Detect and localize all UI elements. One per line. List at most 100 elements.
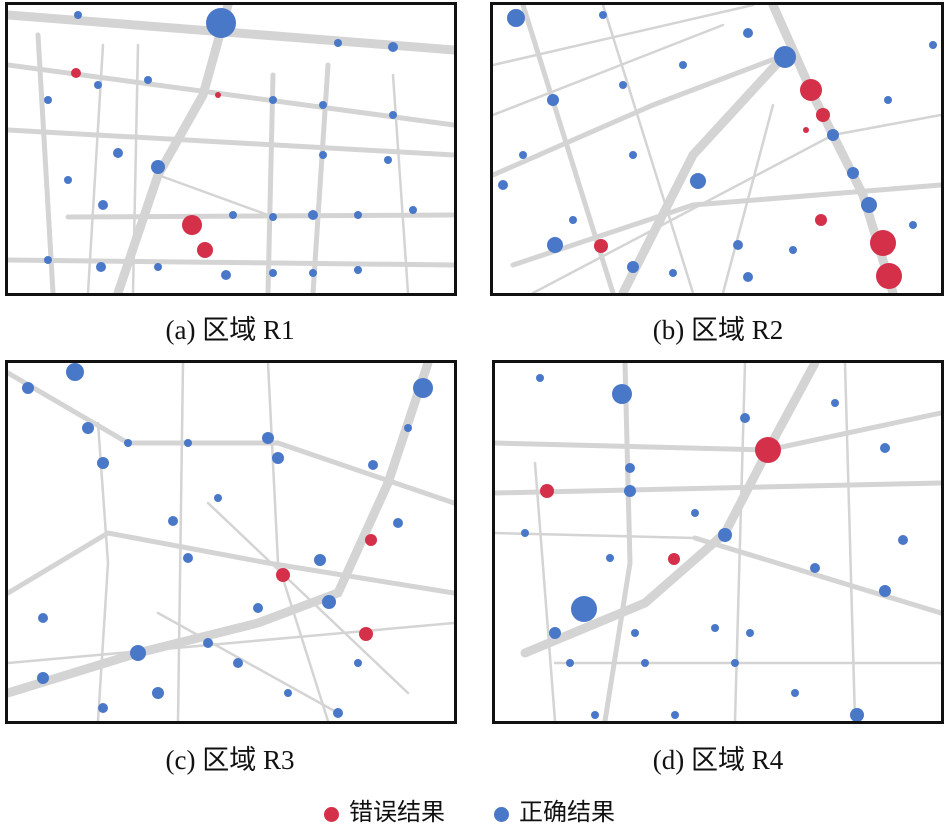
correct-dot [740, 413, 750, 423]
road-map [8, 363, 454, 721]
correct-dot [631, 629, 639, 637]
legend-swatch [324, 806, 339, 822]
correct-dot [98, 703, 108, 713]
correct-dot [113, 148, 123, 158]
correct-dot [731, 659, 739, 667]
correct-dot [393, 518, 403, 528]
wrong-dot [276, 568, 290, 582]
correct-dot [789, 246, 797, 254]
correct-dot [549, 627, 561, 639]
correct-dot [64, 176, 72, 184]
correct-dot [82, 422, 94, 434]
road [65, 212, 454, 220]
correct-dot [847, 167, 859, 179]
correct-dot [98, 200, 108, 210]
correct-dot [711, 624, 719, 632]
correct-dot [671, 711, 679, 719]
road [96, 421, 110, 721]
road [601, 5, 695, 293]
correct-dot [521, 529, 529, 537]
correct-dot [322, 595, 336, 609]
map-panel [5, 2, 457, 296]
correct-dot [151, 160, 165, 174]
correct-dot [898, 535, 908, 545]
road [156, 611, 340, 715]
road [493, 52, 788, 178]
dots [498, 9, 937, 289]
correct-dot [619, 81, 627, 89]
correct-dot [606, 554, 614, 562]
correct-dot [519, 151, 527, 159]
correct-dot [94, 81, 102, 89]
correct-dot [96, 262, 106, 272]
panel-caption: (b) 区域 R2 [652, 315, 784, 345]
correct-dot [319, 151, 327, 159]
correct-dot [880, 443, 890, 453]
correct-dot [168, 516, 178, 526]
correct-dot [774, 46, 796, 68]
correct-dot [566, 659, 574, 667]
correct-dot [746, 629, 754, 637]
road [8, 370, 454, 506]
correct-dot [206, 8, 236, 38]
road [533, 461, 557, 721]
road [156, 173, 270, 217]
wrong-dot [71, 68, 81, 78]
road [266, 363, 330, 721]
correct-dot [154, 263, 162, 271]
correct-dot [272, 452, 284, 464]
panel-caption: (d) 区域 R4 [652, 745, 784, 775]
road [520, 363, 820, 658]
correct-dot [334, 39, 342, 47]
correct-dot [389, 111, 397, 119]
correct-dot [929, 41, 937, 49]
correct-dot [791, 689, 799, 697]
correct-dot [66, 363, 84, 381]
road [493, 23, 725, 117]
road [843, 363, 857, 721]
road [206, 501, 410, 695]
road [131, 43, 140, 293]
road [8, 530, 454, 596]
wrong-dot [816, 108, 830, 122]
correct-dot [624, 485, 636, 497]
correct-dot [571, 596, 597, 622]
correct-dot [507, 9, 525, 27]
correct-dot [384, 156, 392, 164]
road [35, 32, 56, 293]
correct-dot [827, 129, 839, 141]
correct-dot [308, 210, 318, 220]
correct-dot [691, 509, 699, 517]
correct-dot [233, 658, 243, 668]
correct-dot [44, 256, 52, 264]
correct-dot [262, 432, 274, 444]
road-map [493, 5, 941, 293]
correct-dot [536, 374, 544, 382]
correct-dot [409, 206, 417, 214]
correct-dot [221, 270, 231, 280]
road [310, 62, 331, 293]
correct-dot [810, 563, 820, 573]
correct-dot [599, 11, 607, 19]
correct-dot [629, 151, 637, 159]
correct-dot [669, 269, 677, 277]
correct-dot [44, 96, 52, 104]
correct-dot [269, 269, 277, 277]
correct-dot [22, 382, 34, 394]
correct-dot [269, 213, 277, 221]
correct-dot [333, 708, 343, 718]
wrong-dot [755, 437, 781, 463]
roads [8, 5, 454, 293]
correct-dot [354, 266, 362, 274]
road [510, 182, 941, 268]
correct-dot [831, 399, 839, 407]
road [531, 113, 941, 293]
correct-dot [284, 689, 292, 697]
road [8, 127, 454, 158]
correct-dot [498, 180, 508, 190]
road [176, 363, 185, 721]
correct-dot [214, 494, 222, 502]
correct-dot [569, 216, 577, 224]
correct-dot [679, 61, 687, 69]
correct-dot [404, 424, 412, 432]
